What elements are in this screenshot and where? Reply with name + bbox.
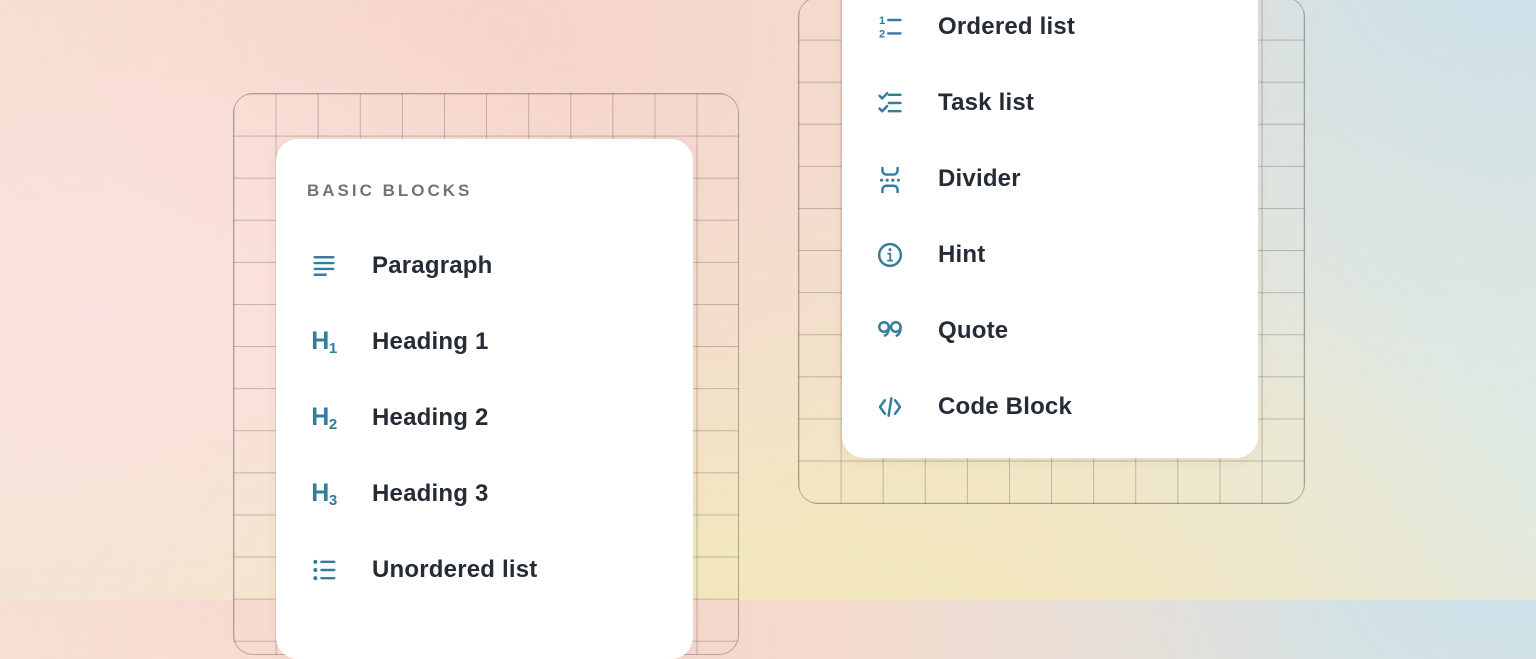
block-menu-basic-blocks: BASIC BLOCKS Paragraph H1 Heading 1 H2 H… (276, 139, 693, 659)
menu-item-label: Quote (938, 317, 1009, 344)
heading-sub: 2 (328, 415, 337, 433)
heading-3-icon: H3 (307, 477, 341, 511)
menu-list-left: Paragraph H1 Heading 1 H2 Heading 2 H3 H… (276, 228, 693, 608)
hint-icon (873, 238, 907, 272)
divider-icon (873, 162, 907, 196)
ordered-digit-2: 2 (879, 29, 885, 41)
ordered-digit-1: 1 (879, 15, 885, 27)
unordered-list-icon (307, 553, 341, 587)
menu-item-task-list[interactable]: Task list (842, 65, 1258, 141)
block-menu-list-blocks: 1 2 Ordered list Task list (842, 0, 1258, 458)
task-list-icon (873, 86, 907, 120)
menu-item-label: Paragraph (372, 252, 493, 279)
menu-list-right: 1 2 Ordered list Task list (842, 0, 1258, 445)
menu-item-divider[interactable]: Divider (842, 141, 1258, 217)
heading-sub: 1 (328, 339, 337, 357)
menu-item-hint[interactable]: Hint (842, 217, 1258, 293)
menu-item-label: Divider (938, 165, 1021, 192)
menu-item-label: Code Block (938, 393, 1073, 420)
menu-item-label: Unordered list (372, 556, 538, 583)
menu-item-heading-1[interactable]: H1 Heading 1 (276, 304, 693, 380)
menu-item-quote[interactable]: Quote (842, 293, 1258, 369)
menu-item-label: Hint (938, 241, 986, 268)
menu-item-heading-3[interactable]: H3 Heading 3 (276, 456, 693, 532)
heading-letter: H (311, 326, 329, 355)
heading-letter: H (311, 478, 329, 507)
menu-item-label: Heading 2 (372, 404, 489, 431)
heading-letter: H (311, 402, 329, 431)
paragraph-icon (307, 249, 341, 283)
heading-1-icon: H1 (307, 325, 341, 359)
menu-item-unordered-list[interactable]: Unordered list (276, 532, 693, 608)
section-label-basic-blocks: BASIC BLOCKS (307, 181, 473, 200)
heading-sub: 3 (328, 491, 337, 509)
ordered-list-icon: 1 2 (873, 10, 907, 44)
code-block-icon (873, 390, 907, 424)
heading-2-icon: H2 (307, 401, 341, 435)
menu-item-label: Heading 3 (372, 480, 489, 507)
menu-item-ordered-list[interactable]: 1 2 Ordered list (842, 0, 1258, 65)
menu-item-label: Heading 1 (372, 328, 489, 355)
menu-item-heading-2[interactable]: H2 Heading 2 (276, 380, 693, 456)
menu-item-label: Ordered list (938, 13, 1076, 40)
menu-item-paragraph[interactable]: Paragraph (276, 228, 693, 304)
quote-icon (873, 314, 907, 348)
menu-item-code-block[interactable]: Code Block (842, 369, 1258, 445)
menu-item-label: Task list (938, 89, 1035, 116)
